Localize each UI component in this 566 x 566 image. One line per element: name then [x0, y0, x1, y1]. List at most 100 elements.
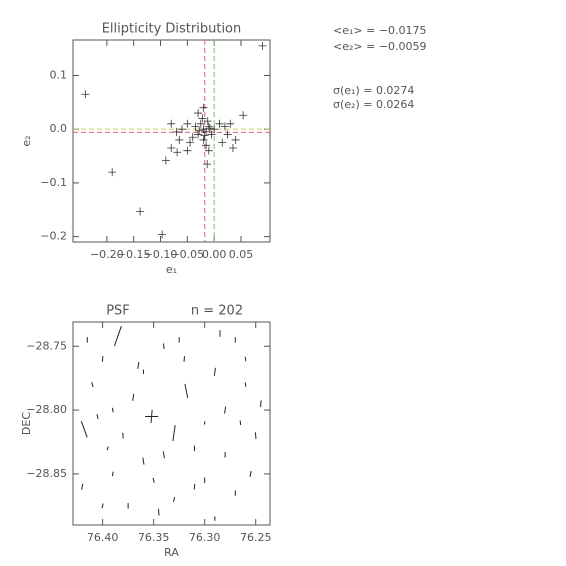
x-tick-label: −0.10: [144, 248, 178, 261]
x-tick-label: 76.35: [138, 531, 170, 544]
x-axis-label: RA: [164, 546, 179, 559]
point: [204, 122, 213, 131]
x-tick-label: 76.40: [87, 531, 119, 544]
point: [158, 230, 167, 239]
whisker: [203, 421, 206, 425]
annotation: <e₁> = −0.0175: [333, 24, 427, 37]
whisker: [249, 470, 252, 477]
whisker: [157, 508, 160, 516]
x-axis-label: e₁: [166, 263, 177, 276]
point: [239, 111, 248, 120]
point: [194, 130, 203, 139]
whisker: [137, 361, 140, 369]
point: [228, 143, 237, 152]
plot-frame: [72, 39, 271, 243]
whisker: [244, 356, 247, 362]
whisker: [96, 413, 99, 419]
x-tick-label: −0.05: [170, 248, 204, 261]
annotation: σ(e₂) = 0.0264: [333, 98, 414, 111]
point: [200, 131, 209, 140]
whisker: [80, 420, 88, 438]
point: [183, 146, 192, 155]
point: [167, 119, 176, 128]
annotation: <e₂> = −0.0059: [333, 40, 427, 53]
whisker: [101, 356, 104, 362]
y-tick-label: −28.75: [26, 339, 67, 352]
point: [183, 119, 192, 128]
whisker: [112, 471, 114, 477]
y-axis-label: DEC: [20, 412, 33, 435]
point: [205, 124, 214, 133]
point: [173, 148, 182, 157]
x-tick-label: −0.20: [90, 248, 124, 261]
point: [210, 125, 219, 134]
point: [195, 126, 204, 135]
point: [172, 127, 181, 136]
point: [188, 133, 197, 142]
point: [194, 109, 203, 118]
point: [199, 135, 208, 144]
whisker: [112, 407, 114, 413]
chart-subtitle: n = 202: [191, 304, 243, 319]
annotation: σ(e₁) = 0.0274: [333, 84, 414, 97]
x-tick-label: 76.30: [189, 531, 221, 544]
point: [175, 135, 184, 144]
x-tick-label: 0.00: [202, 248, 227, 261]
whisker: [224, 406, 227, 414]
whisker: [122, 432, 124, 439]
point: [196, 119, 205, 128]
whisker: [132, 393, 135, 401]
y-tick-label: −0.2: [40, 230, 67, 243]
point: [220, 122, 229, 131]
point: [81, 90, 90, 99]
whisker: [152, 477, 155, 483]
whisker: [142, 457, 145, 465]
whisker: [113, 325, 122, 347]
point: [191, 122, 200, 131]
point: [202, 127, 211, 136]
whisker: [173, 496, 176, 502]
point: [204, 146, 213, 155]
point: [223, 130, 232, 139]
y-axis-label: e₂: [20, 135, 33, 146]
point: [203, 117, 212, 126]
point: [203, 160, 212, 169]
point: [198, 114, 207, 123]
point: [226, 119, 235, 128]
point: [177, 125, 186, 134]
whisker: [150, 409, 153, 424]
point: [207, 130, 216, 139]
y-tick-label: −0.1: [40, 176, 67, 189]
y-tick-label: 0.1: [50, 68, 68, 81]
chart-title: PSF: [106, 304, 130, 319]
whisker: [163, 343, 165, 350]
whisker: [172, 425, 176, 442]
chart-title: Ellipticity Distribution: [102, 22, 242, 37]
y-tick-label: −28.80: [26, 403, 67, 416]
point: [231, 135, 240, 144]
whisker: [213, 367, 216, 376]
point: [199, 103, 208, 112]
point: [161, 156, 170, 165]
point: [136, 207, 145, 216]
point: [186, 138, 195, 147]
point: [202, 141, 211, 150]
whisker: [244, 382, 247, 387]
y-tick-label: 0.0: [50, 122, 68, 135]
point: [218, 138, 227, 147]
whisker: [254, 432, 257, 440]
point: [258, 41, 267, 50]
whisker: [184, 383, 189, 399]
whisker: [183, 356, 186, 362]
whisker: [81, 483, 84, 490]
whisker: [91, 382, 94, 388]
x-tick-label: 76.25: [240, 531, 272, 544]
plot-frame: [72, 321, 271, 526]
y-tick-label: −28.85: [26, 467, 67, 480]
x-tick-label: −0.15: [117, 248, 151, 261]
x-tick-label: 0.05: [229, 248, 254, 261]
whisker: [106, 446, 109, 451]
point: [108, 168, 117, 177]
whisker: [101, 503, 104, 509]
